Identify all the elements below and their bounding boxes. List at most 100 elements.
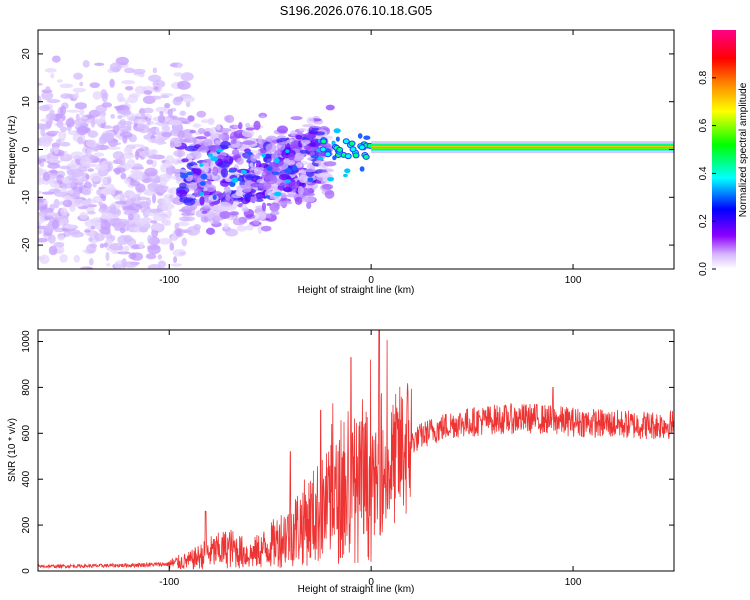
spectrogram-blob bbox=[298, 174, 308, 183]
spectrogram-blob bbox=[302, 195, 316, 203]
spectrogram-blob bbox=[127, 213, 134, 221]
spectrogram-blob bbox=[98, 201, 104, 207]
spectrogram-blob bbox=[181, 237, 188, 247]
spectrogram-blob bbox=[202, 138, 213, 148]
spectrogram-x-ticks: -100 0 100 bbox=[159, 30, 582, 286]
spectrogram-blob bbox=[170, 263, 183, 267]
snr-x-ticks: -100 0 100 bbox=[159, 330, 582, 588]
spectrogram-blob bbox=[128, 203, 143, 211]
spectrogram-blob bbox=[64, 223, 76, 230]
spectrogram-blob bbox=[236, 157, 244, 165]
spectrogram-blob bbox=[155, 126, 160, 135]
spectrogram-blob bbox=[137, 196, 149, 201]
spectrogram-hotspot bbox=[344, 153, 352, 160]
spectrogram-blob bbox=[286, 193, 300, 198]
spectrogram-blob bbox=[49, 109, 55, 117]
spectrogram-blob bbox=[187, 115, 195, 122]
spectrogram-blob bbox=[169, 242, 175, 251]
spectrogram-hotspot bbox=[199, 192, 205, 196]
spectrogram-x-tick-label: -100 bbox=[159, 275, 179, 286]
spectrogram-blob bbox=[146, 117, 151, 126]
spectrogram-blob bbox=[147, 244, 161, 255]
spectrogram-blob bbox=[56, 120, 64, 129]
spectrogram-hotspot bbox=[216, 148, 223, 152]
spectrogram-blob bbox=[79, 81, 84, 87]
spectrogram-blob bbox=[60, 93, 73, 100]
spectrogram-blob bbox=[62, 199, 73, 208]
spectrogram-blob bbox=[61, 177, 70, 183]
spectrogram-blob bbox=[195, 136, 207, 140]
spectrogram-blob bbox=[173, 149, 186, 158]
spectrogram-blob bbox=[59, 126, 68, 133]
spectrogram-hotspot bbox=[266, 166, 273, 172]
spectrogram-blob bbox=[173, 256, 178, 263]
spectrogram-blob bbox=[171, 127, 180, 135]
spectrogram-blob bbox=[150, 220, 158, 224]
spectrogram-blob bbox=[199, 196, 205, 206]
spectrogram-blob bbox=[74, 118, 87, 126]
spectrogram-blob bbox=[101, 286, 108, 289]
spectrogram-blob bbox=[95, 165, 109, 171]
spectrogram-blob bbox=[50, 73, 55, 79]
spectrogram-blob bbox=[250, 153, 257, 163]
spectrogram-hotspot bbox=[247, 151, 253, 156]
spectrogram-blob bbox=[143, 90, 153, 95]
spectrogram-hotspot bbox=[200, 173, 208, 180]
spectrogram-blob bbox=[88, 269, 102, 279]
spectrogram-blob bbox=[93, 152, 105, 157]
spectrogram-blob bbox=[109, 78, 115, 88]
spectrogram-blob bbox=[159, 176, 168, 187]
spectrogram-blob bbox=[114, 190, 123, 195]
spectrogram-blob bbox=[45, 86, 51, 92]
colorbar-tick-label: 0.2 bbox=[698, 214, 709, 228]
spectrogram-blob bbox=[261, 169, 273, 180]
spectrogram-blob bbox=[218, 201, 232, 212]
spectrogram-blob bbox=[184, 145, 199, 152]
spectrogram-blob bbox=[174, 228, 183, 237]
spectrogram-blob bbox=[84, 269, 91, 278]
spectrogram-blob bbox=[86, 148, 93, 155]
spectrogram-blob bbox=[219, 210, 231, 220]
spectrogram-blob bbox=[157, 260, 167, 268]
spectrogram-blob bbox=[270, 210, 280, 216]
spectrogram-blob bbox=[298, 127, 307, 132]
spectrogram-blob bbox=[177, 130, 185, 140]
spectrogram-blob bbox=[140, 217, 151, 224]
spectrogram-hotspot bbox=[261, 153, 266, 158]
spectrogram-blob bbox=[39, 104, 51, 112]
spectrogram-blob bbox=[38, 256, 45, 261]
spectrogram-hotspot bbox=[228, 169, 237, 173]
spectrogram-y-tick-label: 0 bbox=[21, 146, 32, 152]
spectrogram-blob bbox=[98, 207, 106, 213]
spectrogram-blob bbox=[261, 202, 267, 212]
spectrogram-hotspot bbox=[358, 144, 366, 151]
spectrogram-hotspot bbox=[186, 171, 194, 176]
spectrogram-blob bbox=[67, 271, 78, 275]
spectrogram-blob bbox=[59, 83, 74, 89]
spectrogram-blob bbox=[102, 132, 114, 143]
spectrogram-blob bbox=[277, 185, 285, 191]
spectrogram-blob bbox=[252, 219, 260, 225]
spectrogram-blob bbox=[70, 168, 84, 178]
spectrogram-blob bbox=[147, 149, 157, 154]
spectrogram-hotspot bbox=[349, 146, 357, 153]
spectrogram-blob bbox=[169, 141, 175, 149]
spectrogram-blob bbox=[132, 68, 146, 75]
spectrogram-blob bbox=[192, 123, 202, 128]
spectrogram-blob bbox=[134, 118, 147, 124]
spectrogram-blob bbox=[299, 149, 310, 154]
spectrogram-blob bbox=[38, 82, 44, 86]
spectrogram-blob bbox=[88, 237, 94, 242]
colorbar-label: Normalized spectral amplitude bbox=[738, 82, 749, 217]
colorbar-tick-label: 0.4 bbox=[698, 166, 709, 180]
spectrogram-blob bbox=[102, 187, 110, 196]
spectrogram-blob bbox=[157, 114, 166, 124]
spectrogram-blob bbox=[134, 85, 147, 95]
spectrogram-hotspot bbox=[352, 152, 360, 159]
spectrogram-blob bbox=[147, 263, 162, 269]
spectrogram-blob bbox=[205, 227, 216, 235]
spectrogram-blob bbox=[53, 241, 65, 248]
spectrogram-blob bbox=[186, 225, 201, 236]
spectrogram-blob bbox=[165, 219, 172, 226]
spectrogram-blob bbox=[257, 134, 263, 145]
